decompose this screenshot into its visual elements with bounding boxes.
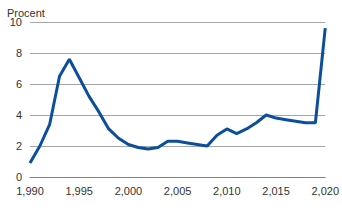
svg-text:0: 0 — [16, 171, 22, 183]
svg-text:2,010: 2,010 — [213, 185, 241, 197]
svg-text:1,990: 1,990 — [16, 185, 44, 197]
svg-text:4: 4 — [16, 109, 22, 121]
svg-text:1,995: 1,995 — [65, 185, 93, 197]
svg-text:2,005: 2,005 — [164, 185, 192, 197]
svg-text:2: 2 — [16, 140, 22, 152]
svg-text:8: 8 — [16, 47, 22, 59]
svg-text:2,015: 2,015 — [262, 185, 290, 197]
svg-text:10: 10 — [9, 16, 22, 28]
svg-text:6: 6 — [16, 78, 22, 90]
svg-text:2,020: 2,020 — [311, 185, 339, 197]
svg-text:2,000: 2,000 — [115, 185, 143, 197]
svg-text:Procent: Procent — [7, 7, 45, 19]
